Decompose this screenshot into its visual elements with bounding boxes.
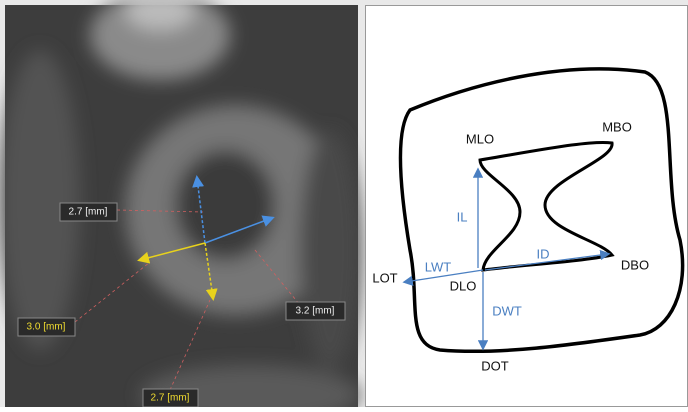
measure-label: 3.2 [mm] (296, 306, 335, 317)
measure-label: 3.0 [mm] (27, 322, 66, 333)
point-label: DBO (621, 257, 649, 272)
point-label: DOT (481, 358, 509, 373)
ct-image: 2.7 [mm] 3.2 [mm] 3.0 [mm] 2.7 [mm] (0, 0, 360, 407)
diagram: MLO MBO DBO DLO LOT DOT IL ID LWT DWT (366, 6, 688, 407)
point-label: DLO (450, 278, 477, 293)
length-label: LWT (425, 259, 452, 274)
measure-label: 2.7 [mm] (151, 393, 190, 404)
point-label: MLO (466, 131, 494, 146)
point-label: MBO (602, 119, 632, 134)
length-label: IL (457, 209, 468, 224)
measure-label: 2.7 [mm] (69, 207, 108, 218)
point-label: LOT (372, 270, 397, 285)
length-label: DWT (492, 303, 522, 318)
length-label: ID (537, 246, 550, 261)
figure: 2.7 [mm] 3.2 [mm] 3.0 [mm] 2.7 [mm] MLO … (0, 0, 688, 407)
